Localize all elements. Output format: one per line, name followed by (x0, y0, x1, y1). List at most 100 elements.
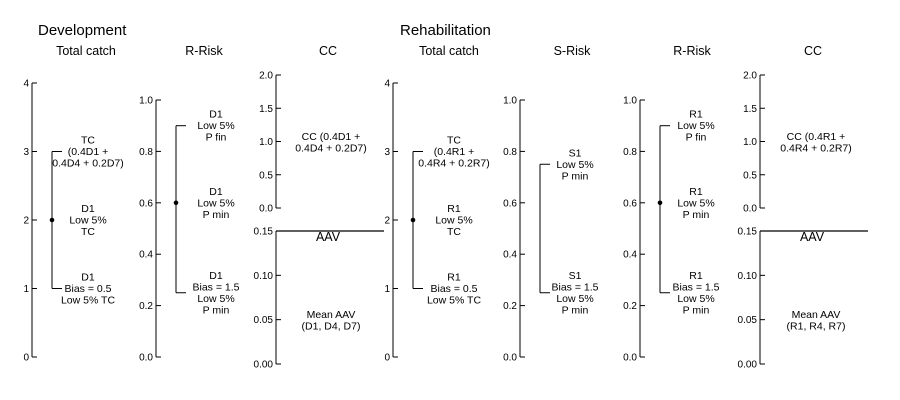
panel-title: Total catch (56, 44, 116, 58)
tick-label: 0.5 (743, 170, 757, 181)
annotation-line: Low 5% (677, 120, 714, 132)
annotation-line: 0.4D4 + 0.2D7) (295, 142, 367, 154)
annotation-line: Mean AAV (307, 309, 356, 321)
annotation-line: R1 (447, 272, 461, 284)
panel-title: R-Risk (185, 44, 223, 58)
annotation-line: Low 5% TC (427, 295, 481, 307)
annotation-line: Low 5% (556, 293, 593, 305)
tick-label: 0.4 (503, 250, 517, 261)
tick-label: 4 (23, 79, 29, 90)
tick-label: 0.0 (139, 353, 153, 364)
annotation-line: Low 5% TC (61, 295, 115, 307)
tick-label: 0.8 (503, 147, 517, 158)
tick-label: 0.05 (254, 315, 274, 326)
tick-label: 1.5 (743, 104, 757, 115)
annotation-line: Low 5% (197, 197, 234, 209)
annotation-line: Low 5% (197, 120, 234, 132)
tick-label: 0.15 (254, 227, 274, 238)
tick-label: 0.0 (623, 353, 637, 364)
annotation-line: Bias = 1.5 (193, 282, 240, 294)
panel-title: CC (319, 44, 337, 58)
annotation-line: (0.4D1 + (68, 146, 109, 158)
mid-point (173, 200, 179, 206)
aav-label: AAV (316, 230, 341, 244)
tick-label: 0.2 (139, 301, 153, 312)
aav-label: AAV (800, 230, 825, 244)
annotation-line: P min (562, 305, 589, 317)
annotation-line: P min (683, 209, 710, 221)
annotation-line: P min (562, 170, 589, 182)
annotation-line: Bias = 1.5 (552, 282, 599, 294)
panel-title: S-Risk (554, 44, 592, 58)
tick-label: 0.4 (139, 250, 153, 261)
annotation-line: TC (81, 226, 95, 238)
annotation-line: P fin (206, 132, 227, 144)
annotation-line: R1 (689, 186, 703, 198)
tick-label: 0.6 (503, 198, 517, 209)
tick-label: 0.05 (738, 315, 758, 326)
annotation-line: Bias = 0.5 (431, 283, 478, 295)
tick-label: 0.2 (503, 301, 517, 312)
annotation-line: R1 (447, 203, 461, 215)
tick-label: 1 (384, 284, 390, 295)
mid-point (49, 217, 55, 223)
rehabilitation-heading: Rehabilitation (400, 22, 491, 39)
tick-label: 0.8 (623, 147, 637, 158)
annotation-line: 0.4D4 + 0.2D7) (52, 158, 124, 170)
annotation-line: D1 (81, 272, 95, 284)
tick-label: 0.6 (139, 198, 153, 209)
tick-label: 0.2 (623, 301, 637, 312)
tick-label: 3 (23, 147, 29, 158)
tick-label: 1.5 (259, 104, 273, 115)
tick-label: 2.0 (259, 71, 273, 82)
annotation-line: R1 (689, 270, 703, 282)
annotation-line: R1 (689, 109, 703, 121)
annotation-line: (R1, R4, R7) (787, 320, 846, 332)
annotation-line: Mean AAV (792, 309, 841, 321)
annotation-line: (0.4R1 + (434, 146, 475, 158)
annotation-line: TC (81, 135, 95, 147)
tick-label: 0 (384, 353, 390, 364)
annotation-line: D1 (81, 203, 95, 215)
annotation-line: D1 (209, 270, 223, 282)
annotation-line: Low 5% (435, 215, 472, 227)
tick-label: 1.0 (743, 137, 757, 148)
tick-label: 0.15 (738, 227, 758, 238)
panel-dev-cc: CC 0.0 0.5 1.0 1.5 2.0 CC (0.4D1 +0.4D4 + 0.2D… (254, 44, 384, 371)
tick-label: 0.8 (139, 147, 153, 158)
tick-label: 1 (23, 284, 29, 295)
annotation-line: Low 5% (677, 197, 714, 209)
annotation-line: CC (0.4D1 + (302, 131, 361, 143)
annotation-line: S1 (569, 147, 582, 159)
tick-label: 1.0 (623, 96, 637, 107)
annotation-line: TC (447, 135, 461, 147)
tick-label: 0.10 (738, 271, 758, 282)
annotation-line: P fin (686, 132, 707, 144)
development-heading: Development (38, 22, 127, 39)
tick-label: 3 (384, 147, 390, 158)
tick-label: 0.10 (254, 271, 274, 282)
annotation-line: Low 5% (197, 293, 234, 305)
panel-reh-cc: CC 0.0 0.5 1.0 1.5 2.0 CC (0.4R1 +0.4R4 + 0.2R… (738, 44, 868, 371)
annotation-line: CC (0.4R1 + (787, 131, 846, 143)
panel-title: Total catch (419, 44, 479, 58)
annotation-line: P min (203, 209, 230, 221)
annotation-line: Low 5% (69, 215, 106, 227)
tick-label: 0 (23, 353, 29, 364)
tick-label: 1.0 (139, 96, 153, 107)
tick-label: 0.6 (623, 198, 637, 209)
tick-label: 0.0 (259, 204, 273, 215)
annotation-line: S1 (569, 270, 582, 282)
tick-label: 0.5 (259, 170, 273, 181)
annotation-line: P min (683, 305, 710, 317)
annotation-line: (D1, D4, D7) (302, 320, 361, 332)
annotation-line: 0.4R4 + 0.2R7) (780, 142, 852, 154)
tick-label: 1.0 (503, 96, 517, 107)
tick-label: 0.0 (503, 353, 517, 364)
